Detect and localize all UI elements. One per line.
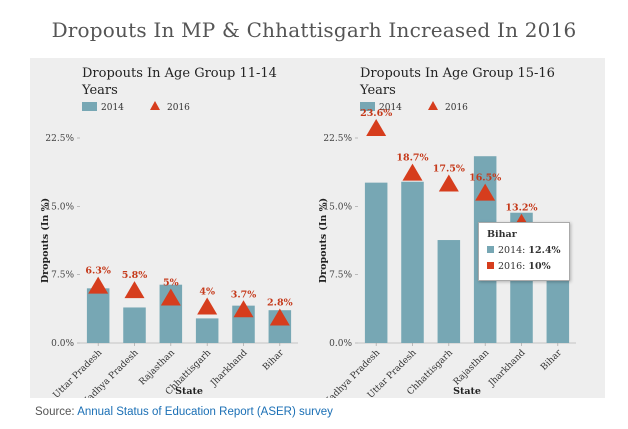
- marker-2016-madhya-pradesh: [124, 281, 145, 299]
- chart-legend: 2014 2016: [82, 101, 190, 113]
- y-tick-label: 0.0%: [329, 339, 352, 349]
- bar-2014-uttar-pradesh: [401, 181, 424, 343]
- chart-tooltip: Bihar 2014: 12.4% 2016: 10%: [478, 222, 570, 281]
- data-label-2016-bihar: 2.8%: [267, 297, 293, 308]
- tooltip-row1-label: 2014:: [498, 245, 526, 256]
- bar-2014-madhya-pradesh: [364, 182, 388, 343]
- y-tick-label: 7.5%: [329, 271, 352, 281]
- marker-2016-rajasthan: [160, 288, 181, 306]
- x-axis-title: State: [453, 386, 481, 397]
- legend-label-2016: 2016: [445, 103, 468, 113]
- legend-label-2014: 2014: [101, 103, 124, 113]
- data-label-2016-jharkhand: 3.7%: [231, 289, 257, 300]
- y-tick-label: 22.5%: [323, 134, 352, 144]
- data-label-2016-madhya-pradesh: 5.8%: [122, 270, 148, 281]
- chart-title-line2: Years: [81, 83, 118, 98]
- x-tick-label-jharkhand: Jharkhand: [208, 348, 249, 389]
- bar-2014-chhattisgarh: [437, 240, 461, 343]
- tooltip-row2-value: 10%: [528, 261, 551, 272]
- data-label-2016-chhattisgarh: 17.5%: [433, 164, 465, 175]
- y-tick-label: 22.5%: [45, 134, 74, 144]
- x-tick-label-bihar: Bihar: [539, 348, 564, 373]
- tooltip-swatch-2014: [487, 246, 494, 253]
- marker-2016-chhattisgarh: [197, 297, 218, 315]
- y-axis-title: Dropouts (In %): [40, 198, 51, 283]
- y-axis-title: Dropouts (In %): [318, 198, 329, 283]
- y-tick-label: 0.0%: [51, 339, 74, 349]
- data-label-2016-uttar-pradesh: 18.7%: [396, 153, 428, 164]
- tooltip-title: Bihar: [487, 229, 517, 240]
- marker-2016-uttar-pradesh: [88, 276, 109, 294]
- legend-swatch-2014: [360, 102, 375, 111]
- bar-2014-uttar-pradesh: [86, 288, 110, 343]
- tooltip-row-2014: 2014: 12.4%: [487, 243, 561, 259]
- x-tick-label-bihar: Bihar: [261, 348, 286, 373]
- x-axis-title: State: [175, 386, 203, 397]
- chart-title: Dropouts In Age Group 15-16: [360, 66, 555, 81]
- chart-title: Dropouts In Age Group 11-14: [82, 66, 277, 81]
- source-label: Source:: [35, 406, 75, 418]
- data-label-2016-uttar-pradesh: 6.3%: [85, 266, 111, 277]
- x-tick-label-rajasthan: Rajasthan: [452, 348, 492, 388]
- source-note: Source: Annual Status of Education Repor…: [35, 406, 333, 418]
- y-tick-label: 7.5%: [51, 271, 74, 281]
- legend-label-2016: 2016: [167, 103, 190, 113]
- chart-panel-age-11-14: Dropouts In Age Group 11-14 Years 2014 2016…: [30, 58, 327, 398]
- data-label-2016-rajasthan: 16.5%: [469, 173, 501, 184]
- marker-2016-madhya-pradesh: [366, 118, 387, 136]
- y-tick-label: 15.0%: [323, 202, 352, 212]
- chart-svg: Dropouts In Age Group 11-14 Years 2014 2016…: [40, 66, 298, 398]
- chart-legend: 2014 2016: [360, 101, 468, 113]
- legend-label-2014: 2014: [379, 103, 402, 113]
- tooltip-row-2016: 2016: 10%: [487, 259, 561, 275]
- x-tick-label-rajasthan: Rajasthan: [138, 348, 178, 388]
- marker-2016-bihar: [269, 308, 290, 326]
- x-tick-label-jharkhand: Jharkhand: [486, 348, 527, 389]
- bar-2014-madhya-pradesh: [123, 307, 146, 343]
- source-link[interactable]: Annual Status of Education Report (ASER)…: [77, 406, 333, 418]
- data-label-2016-madhya-pradesh: 23.6%: [360, 108, 392, 119]
- marker-2016-chhattisgarh: [438, 174, 459, 192]
- bar-2014-chhattisgarh: [195, 318, 219, 343]
- legend-marker-2016: [150, 101, 160, 110]
- data-label-2016-chhattisgarh: 4%: [199, 287, 215, 298]
- marker-2016-uttar-pradesh: [402, 163, 423, 181]
- data-label-2016-rajasthan: 5%: [163, 277, 179, 288]
- tooltip-row1-value: 12.4%: [528, 245, 561, 256]
- page-title: Dropouts In MP & Chhattisgarh Increased …: [51, 18, 577, 42]
- y-tick-label: 15.0%: [45, 202, 74, 212]
- tooltip-row2-label: 2016:: [498, 261, 526, 272]
- chart-svg: Dropouts In Age Group 15-16 Years 2014 2016…: [318, 66, 576, 398]
- tooltip-swatch-2016: [487, 262, 494, 269]
- legend-swatch-2014: [82, 102, 97, 111]
- chart-title-line2: Years: [359, 83, 396, 98]
- marker-2016-jharkhand: [233, 300, 254, 318]
- legend-marker-2016: [428, 101, 438, 110]
- data-label-2016-jharkhand: 13.2%: [505, 203, 537, 214]
- marker-2016-rajasthan: [475, 183, 496, 201]
